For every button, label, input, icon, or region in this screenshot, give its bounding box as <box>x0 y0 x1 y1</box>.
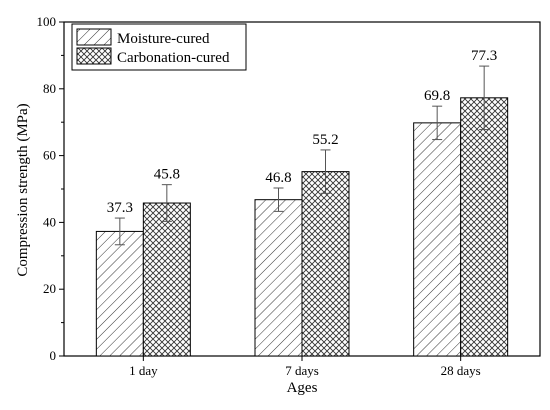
x-tick-label: 7 days <box>285 363 319 378</box>
x-tick-label: 1 day <box>129 363 158 378</box>
bar-carbonation <box>142 202 191 357</box>
legend: Moisture-cured Carbonation-cured <box>71 23 247 71</box>
y-tick-label: 80 <box>43 81 56 96</box>
data-label: 55.2 <box>312 132 338 148</box>
data-labels: 37.3 45.8 46.8 55.2 69.8 77.3 <box>107 48 498 216</box>
bar-moisture <box>254 199 303 357</box>
legend-label-moisture: Moisture-cured <box>117 31 210 47</box>
legend-swatch-moisture <box>76 28 112 46</box>
bars <box>95 97 509 357</box>
x-axis: 1 day 7 days 28 days <box>129 356 481 378</box>
data-label: 37.3 <box>107 200 133 216</box>
y-axis-title: Compression strength (MPa) <box>15 103 31 276</box>
data-label: 45.8 <box>154 167 180 183</box>
x-axis-title: Ages <box>287 380 318 396</box>
y-tick-label: 20 <box>43 281 56 296</box>
bar-moisture <box>413 122 462 357</box>
y-tick-label: 60 <box>43 148 56 163</box>
y-axis: 0 20 40 60 80 100 <box>37 14 64 363</box>
data-label: 46.8 <box>265 170 291 186</box>
legend-label-carbonation: Carbonation-cured <box>117 50 230 66</box>
legend-swatch-carbonation <box>76 47 112 65</box>
data-label: 69.8 <box>424 88 450 104</box>
bar-carbonation <box>460 97 509 357</box>
y-tick-label: 0 <box>50 348 57 363</box>
bar-moisture <box>95 230 144 357</box>
bar-carbonation <box>301 171 350 357</box>
error-bars <box>114 65 490 246</box>
y-tick-label: 40 <box>43 214 56 229</box>
x-tick-label: 28 days <box>441 363 481 378</box>
data-label: 77.3 <box>471 48 497 64</box>
y-tick-label: 100 <box>37 14 57 29</box>
